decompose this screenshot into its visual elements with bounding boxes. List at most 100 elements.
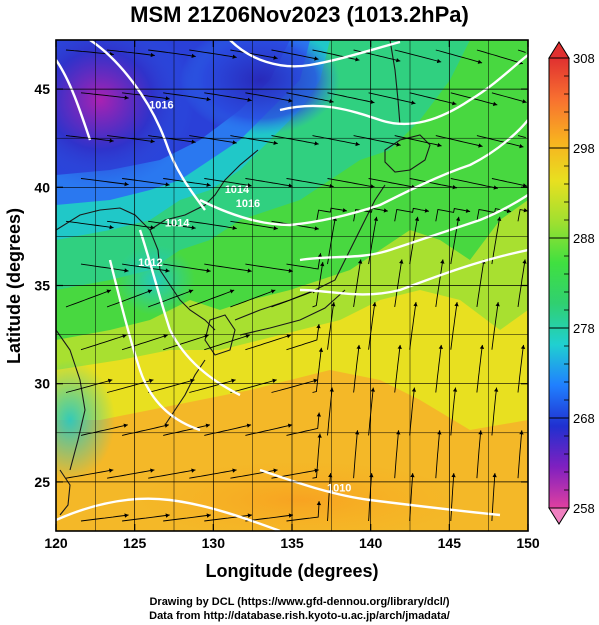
streamline — [245, 334, 292, 351]
streamline — [353, 135, 401, 146]
streamline-arrow — [206, 268, 211, 273]
x-axis-ticks: 120 125 130 135 140 145 150 — [44, 40, 540, 551]
isobar-1018-nw — [56, 59, 92, 141]
streamline-arrow — [497, 216, 502, 221]
streamline-arrow — [316, 324, 321, 329]
streamline — [189, 289, 235, 308]
streamline-arrow — [191, 225, 196, 230]
isobar-label: 1016 — [236, 198, 260, 210]
streamline-arrow — [273, 468, 278, 473]
streamline — [65, 289, 112, 308]
streamline — [353, 430, 358, 479]
streamline-arrow — [232, 225, 237, 230]
y-tick-label: 35 — [34, 278, 50, 294]
streamline-arrow — [190, 378, 195, 383]
field-cold-north — [180, 40, 340, 135]
colorbar-top-arrow — [548, 41, 570, 59]
streamline-arrow — [317, 253, 323, 258]
streamline — [517, 49, 526, 53]
streamline-arrow — [396, 142, 401, 147]
streamline-arrow — [492, 473, 497, 478]
streamline-arrow — [147, 289, 153, 294]
streamline — [286, 501, 320, 522]
streamline-arrow — [440, 259, 445, 264]
streamline — [204, 178, 252, 187]
streamline-arrow — [438, 344, 443, 349]
streamline — [204, 92, 252, 101]
streamline — [368, 473, 373, 522]
streamline — [286, 178, 334, 188]
streamline — [148, 49, 196, 57]
streamline-arrow — [411, 100, 416, 105]
colorbar-tick-label: 258 — [573, 501, 595, 516]
streamline — [122, 514, 170, 522]
streamline — [245, 514, 294, 522]
streamline-arrow — [314, 56, 319, 61]
streamline — [450, 387, 456, 436]
streamline — [491, 387, 498, 436]
streamline — [435, 49, 483, 64]
isobar-label: 1016 — [149, 100, 173, 112]
isobars — [56, 40, 528, 531]
streamline-arrow — [355, 57, 360, 62]
streamline — [394, 344, 401, 393]
streamline — [476, 430, 482, 479]
streamline-arrow — [109, 225, 114, 230]
streamline — [435, 135, 483, 147]
streamline-arrow — [109, 468, 114, 473]
streamline-arrow — [205, 423, 210, 428]
streamline — [491, 216, 501, 265]
x-tick-label: 130 — [202, 535, 226, 551]
streamline-arrow — [246, 423, 252, 428]
streamline-arrow — [523, 208, 528, 213]
streamline — [271, 289, 317, 308]
streamline-arrow — [122, 334, 127, 339]
isobar-1016-north — [89, 40, 206, 211]
streamline — [368, 302, 376, 350]
streamline-arrow — [191, 53, 196, 58]
streamline — [327, 302, 335, 350]
streamline-arrow — [164, 423, 169, 428]
streamline — [148, 135, 196, 143]
streamline — [312, 135, 360, 146]
streamline-arrow — [424, 208, 429, 213]
isobar-1012-east — [299, 248, 528, 296]
x-tick-label: 145 — [438, 535, 462, 551]
streamline-arrow — [163, 334, 168, 339]
streamline-arrow — [150, 139, 155, 144]
streamline-arrow — [273, 140, 278, 145]
coast-sakhalin — [389, 40, 401, 126]
streamline-arrow — [150, 468, 155, 473]
streamline-arrow — [454, 302, 459, 307]
streamline — [435, 344, 442, 393]
isobar-1012-west — [108, 259, 201, 432]
isobar-label: 1014 — [165, 218, 190, 230]
streamline — [435, 430, 441, 479]
streamline-arrow — [272, 378, 277, 383]
streamline — [409, 387, 415, 436]
streamline — [476, 135, 524, 148]
streamline-arrow — [247, 97, 252, 102]
streamline — [245, 92, 293, 102]
streamline-arrow — [478, 143, 483, 148]
streamline — [230, 379, 277, 393]
streamline-arrow — [165, 268, 170, 273]
streamline — [450, 473, 455, 522]
streamline-arrow — [411, 387, 417, 392]
field-cold-core — [56, 40, 195, 190]
streamline-arrow — [455, 216, 461, 221]
streamline-arrow — [124, 95, 129, 100]
streamline-arrow — [286, 334, 291, 339]
colorbar-ticks: 258 268 278 288 298 308 — [549, 51, 595, 516]
streamline — [230, 49, 278, 59]
streamline — [409, 216, 419, 265]
streamline-arrow — [383, 208, 388, 213]
coast-honshu — [234, 184, 386, 321]
streamline — [148, 469, 196, 479]
streamline — [286, 92, 334, 103]
streamline — [435, 259, 444, 307]
streamline — [450, 216, 460, 265]
page-title: MSM 21Z06Nov2023 (1013.2hPa) — [130, 2, 469, 27]
streamline — [163, 263, 211, 272]
streamline — [491, 473, 496, 522]
